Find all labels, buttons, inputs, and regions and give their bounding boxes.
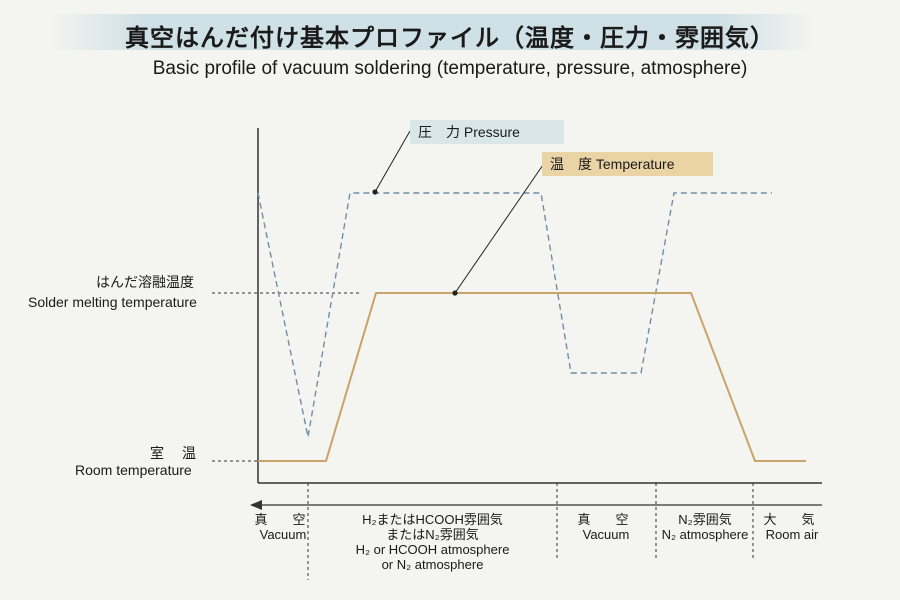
melting-label-en: Solder melting temperature — [28, 294, 197, 310]
phase-vacuum-2-jp: 真 空 — [577, 512, 635, 527]
phase-reducing-en-1: H₂ or HCOOH atmosphere — [355, 542, 510, 557]
phase-reducing-atmosphere: H₂またはHCOOH雰囲気 またはN₂雰囲気 H₂ or HCOOH atmos… — [320, 512, 545, 572]
title-band — [52, 14, 812, 50]
legend-pressure: 圧 力 Pressure — [410, 120, 564, 144]
pressure-leader — [374, 130, 411, 193]
pressure-line — [257, 192, 772, 438]
phase-n2-jp: N₂雰囲気 — [678, 512, 732, 527]
room-label-jp: 室 温 — [150, 445, 198, 461]
phase-vacuum-1-en: Vacuum — [259, 527, 307, 542]
phase-vacuum-2-en: Vacuum — [582, 527, 630, 542]
phase-room-air: 大 気 Room air — [756, 512, 828, 542]
phase-reducing-jp: H₂またはHCOOH雰囲気 — [362, 512, 503, 527]
phase-vacuum-1-jp: 真 空 — [254, 512, 312, 527]
title-english: Basic profile of vacuum soldering (tempe… — [152, 58, 748, 79]
phase-room-air-en: Room air — [765, 527, 819, 542]
phase-n2-en: N₂ atmosphere — [661, 527, 749, 542]
title-japanese: 真空はんだ付け基本プロファイル（温度・圧力・雰囲気） — [125, 25, 775, 52]
temperature-leader — [454, 161, 546, 294]
phase-room-air-jp: 大 気 — [763, 512, 821, 527]
phase-vacuum-1: 真 空 Vacuum — [238, 512, 328, 542]
phase-reducing-jp-2: またはN₂雰囲気 — [386, 527, 479, 542]
room-label-en: Room temperature — [75, 462, 192, 478]
legend-temperature: 温 度 Temperature — [542, 152, 713, 176]
phase-reducing-en-2: or N₂ atmosphere — [381, 557, 484, 572]
temperature-line — [258, 292, 806, 462]
temperature-marker — [452, 290, 458, 296]
phase-vacuum-2: 真 空 Vacuum — [562, 512, 650, 542]
phase-n2-atmosphere: N₂雰囲気 N₂ atmosphere — [657, 512, 753, 542]
pressure-marker — [372, 189, 378, 195]
phase-arrow-head — [250, 500, 262, 510]
melting-label-jp: はんだ溶融温度 — [96, 274, 194, 290]
